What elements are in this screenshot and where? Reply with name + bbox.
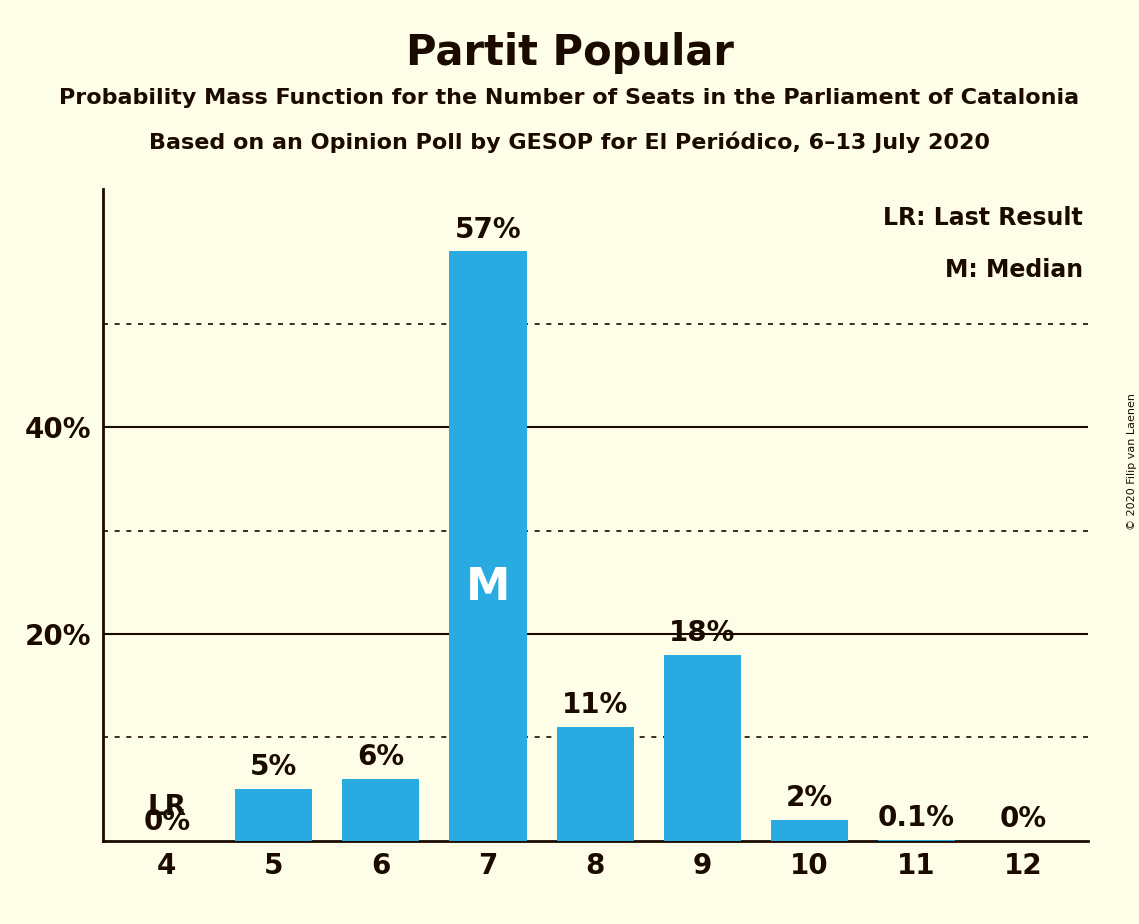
Text: 57%: 57% xyxy=(454,215,522,244)
Bar xyxy=(557,727,633,841)
Bar xyxy=(878,840,954,841)
Text: LR: Last Result: LR: Last Result xyxy=(883,206,1083,230)
Text: 0.1%: 0.1% xyxy=(878,804,954,832)
Text: Based on an Opinion Poll by GESOP for El Periódico, 6–13 July 2020: Based on an Opinion Poll by GESOP for El… xyxy=(149,131,990,152)
Bar xyxy=(450,251,526,841)
Text: LR: LR xyxy=(147,793,187,821)
Text: Partit Popular: Partit Popular xyxy=(405,32,734,74)
Bar xyxy=(236,789,312,841)
Text: 2%: 2% xyxy=(786,784,833,812)
Text: 11%: 11% xyxy=(562,691,629,719)
Text: M: Median: M: Median xyxy=(944,258,1083,282)
Text: Probability Mass Function for the Number of Seats in the Parliament of Catalonia: Probability Mass Function for the Number… xyxy=(59,88,1080,108)
Bar xyxy=(664,655,740,841)
Text: © 2020 Filip van Laenen: © 2020 Filip van Laenen xyxy=(1126,394,1137,530)
Bar xyxy=(771,821,847,841)
Text: 6%: 6% xyxy=(358,743,404,771)
Text: 18%: 18% xyxy=(669,619,736,647)
Text: 0%: 0% xyxy=(144,808,190,836)
Text: 0%: 0% xyxy=(1000,805,1047,833)
Bar xyxy=(343,779,419,841)
Text: M: M xyxy=(466,565,510,609)
Text: 5%: 5% xyxy=(251,753,297,782)
